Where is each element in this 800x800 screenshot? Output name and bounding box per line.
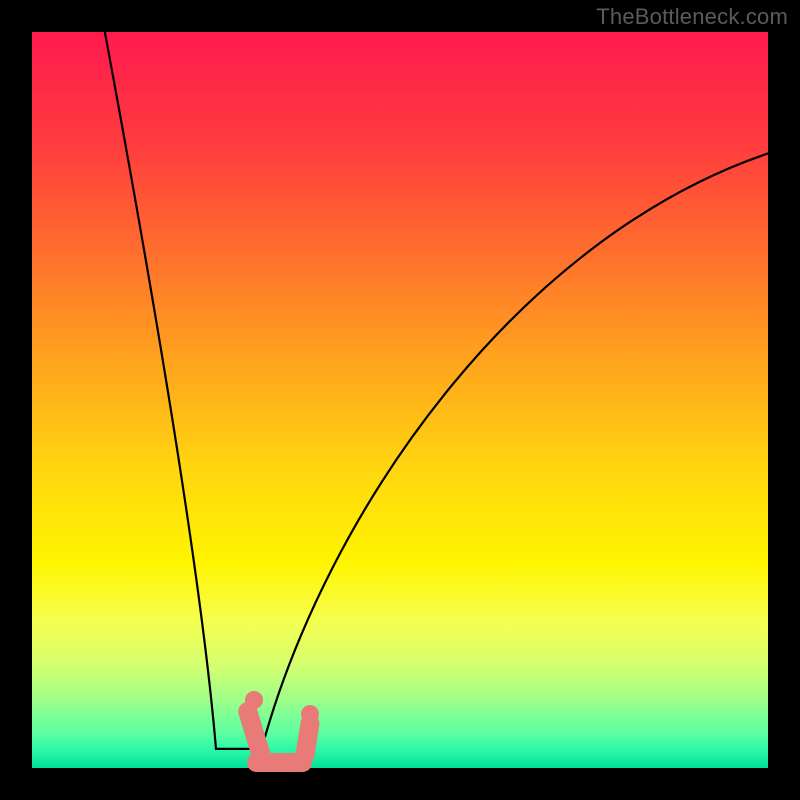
chart-frame: TheBottleneck.com [0,0,800,800]
annotation-dot [301,705,319,723]
curve-overlay [32,32,768,768]
watermark-text: TheBottleneck.com [596,4,788,30]
bottleneck-curve [105,32,768,749]
annotation-dot [245,691,263,709]
plot-area [32,32,768,768]
